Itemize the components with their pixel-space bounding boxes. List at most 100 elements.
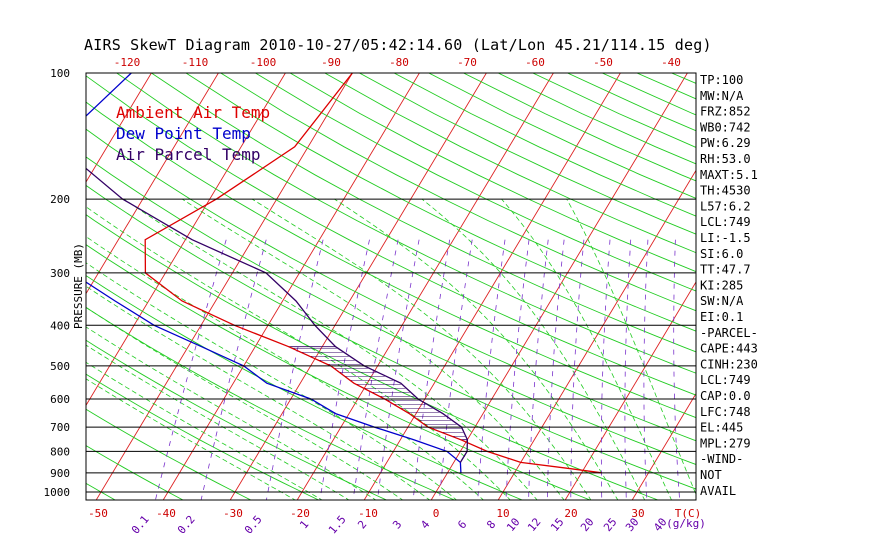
pressure-tick-label: 100 xyxy=(50,67,70,80)
air-parcel-temp-line xyxy=(86,167,469,463)
dry-adiabat-line xyxy=(151,73,696,353)
mixing-ratio-line xyxy=(600,239,611,500)
mixing-ratio-line xyxy=(528,239,549,500)
pressure-tick-label: 900 xyxy=(50,467,70,480)
ambient-air-temp-line xyxy=(144,73,602,474)
sounding-stat-label: WB0:742 xyxy=(700,120,751,134)
dry-adiabat-line xyxy=(498,73,696,165)
dry-adiabat-line xyxy=(289,73,696,273)
mixing-ratio-tick-label: 1.5 xyxy=(326,513,349,537)
sounding-stat-label: TP:100 xyxy=(700,73,743,87)
sounding-stat-label: MAXT:5.1 xyxy=(700,168,758,182)
chart-title: AIRS SkewT Diagram 2010-10-27/05:42:14.6… xyxy=(84,36,712,54)
isotherm-line xyxy=(828,73,870,509)
mixing-ratio-line xyxy=(155,239,227,500)
bottom-temp-tick-label: -40 xyxy=(156,507,176,520)
mixing-ratio-tick-label: 0.2 xyxy=(175,513,198,537)
pressure-tick-label: 700 xyxy=(50,421,70,434)
sounding-stat-label: MPL:279 xyxy=(700,436,751,450)
dry-adiabat-line xyxy=(220,73,696,312)
moist-adiabat-line xyxy=(86,262,458,500)
mixing-ratio-tick-label: 4 xyxy=(418,518,432,532)
sounding-stat-label: EL:445 xyxy=(700,421,743,435)
mixing-ratio-line xyxy=(643,239,649,500)
bottom-temp-tick-label: 30 xyxy=(631,507,644,520)
moist-adiabat-line xyxy=(123,198,538,500)
y-axis-label: PRESSURE (MB) xyxy=(72,243,85,329)
mixing-ratio-line xyxy=(673,239,681,500)
sounding-stat-label: SI:6.0 xyxy=(700,247,743,261)
bottom-temp-tick-label: -50 xyxy=(88,507,108,520)
plot-area xyxy=(0,73,870,509)
dry-adiabat-line xyxy=(463,73,696,182)
pressure-tick-label: 1000 xyxy=(44,486,71,499)
moist-adiabat-line xyxy=(86,378,296,500)
moist-adiabat-line xyxy=(86,326,377,500)
moist-adiabat-line xyxy=(566,198,696,496)
sounding-stat-label: AVAIL xyxy=(700,484,736,498)
dry-adiabat-line xyxy=(86,184,696,490)
plot-frame xyxy=(85,72,697,501)
mixing-ratio-tick-label: 8 xyxy=(484,518,498,531)
dry-adiabat-line xyxy=(428,73,696,199)
top-temp-tick-label: -80 xyxy=(389,56,409,69)
mixing-ratio-tick-label: 6 xyxy=(455,518,469,531)
mixing-ratio-line xyxy=(505,239,530,500)
dry-adiabat-line xyxy=(255,73,696,292)
dry-adiabat-line xyxy=(393,73,696,217)
sounding-stat-label: LCL:749 xyxy=(700,373,751,387)
cape-hatched-area xyxy=(288,346,469,441)
top-temp-tick-label: -50 xyxy=(593,56,613,69)
bottom-temp-tick-label: -10 xyxy=(358,507,378,520)
top-temp-tick-label: -90 xyxy=(321,56,341,69)
pressure-tick-label: 400 xyxy=(50,319,70,332)
top-temp-tick-label: -40 xyxy=(661,56,681,69)
dry-adiabat-line xyxy=(324,73,696,254)
pressure-tick-label: 600 xyxy=(50,393,70,406)
bottom-temp-tick-label: 0 xyxy=(433,507,440,520)
isotherm-line xyxy=(631,392,696,500)
mixing-ratio-tick-label: 0.5 xyxy=(242,513,265,537)
isotherm-line xyxy=(95,73,353,500)
mixing-ratio-line xyxy=(546,239,565,500)
pressure-tick-label: 300 xyxy=(50,267,70,280)
sounding-stat-label: FRZ:852 xyxy=(700,105,751,119)
moist-adiabat-line xyxy=(86,361,323,500)
mixing-ratio-tick-label: 1 xyxy=(297,518,311,531)
isotherm-line xyxy=(162,73,420,500)
mixing-ratio-tick-label: (g/kg) xyxy=(666,517,706,530)
isotherm-line xyxy=(0,73,17,509)
pressure-tick-label: 200 xyxy=(50,193,70,206)
moist-adiabat-line xyxy=(86,306,404,500)
sounding-stat-label: EI:0.1 xyxy=(700,310,743,324)
isotherm-line xyxy=(761,73,870,509)
top-temp-tick-label: -70 xyxy=(457,56,477,69)
pressure-tick-label: 500 xyxy=(50,360,70,373)
moist-adiabat-line xyxy=(86,344,350,500)
dry-adiabat-line xyxy=(185,73,696,332)
sounding-stat-label: LI:-1.5 xyxy=(700,231,751,245)
sounding-stat-label: CINH:230 xyxy=(700,357,758,371)
top-temp-tick-label: -100 xyxy=(250,56,277,69)
dry-adiabat-line xyxy=(810,73,870,509)
dry-adiabat-line xyxy=(86,445,184,500)
bottom-temp-tick-label: -30 xyxy=(223,507,243,520)
isotherm-line xyxy=(86,73,286,407)
moist-adiabat-line xyxy=(501,198,672,500)
sounding-stat-label: SW:N/A xyxy=(700,294,744,308)
dry-adiabat-line xyxy=(636,73,696,100)
moist-adiabat-line xyxy=(181,198,565,500)
sounding-stat-label: RH:53.0 xyxy=(700,152,751,166)
pressure-tick-label: 800 xyxy=(50,445,70,458)
top-temp-tick-label: -120 xyxy=(114,56,141,69)
sounding-stat-label: PW:6.29 xyxy=(700,136,751,150)
legend-dew-point-temp: Dew Point Temp xyxy=(116,124,251,143)
mixing-ratio-line xyxy=(570,239,585,500)
dry-adiabat-line xyxy=(0,73,63,509)
sounding-stat-label: NOT xyxy=(700,468,722,482)
bottom-temp-tick-label: T(C) xyxy=(675,507,702,520)
isotherm-line xyxy=(86,73,152,183)
top-temp-tick-label: -110 xyxy=(182,56,209,69)
bottom-temp-tick-label: -20 xyxy=(290,507,310,520)
